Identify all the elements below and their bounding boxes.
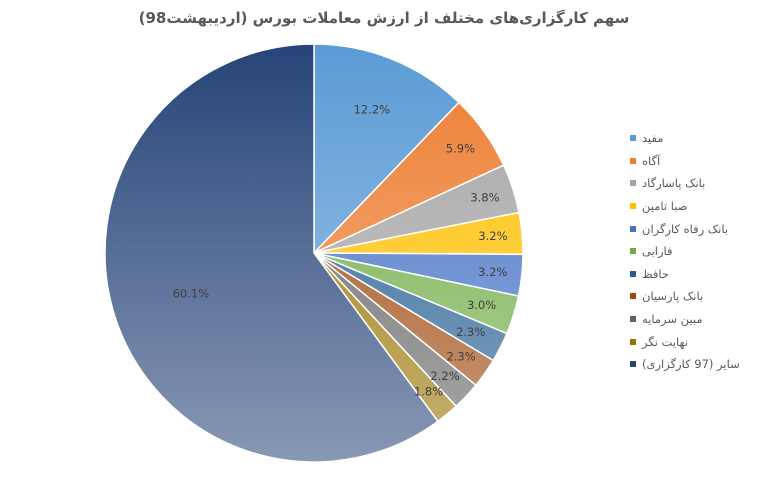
chart-title: سهم کارگزاری‌های مختلف از ارزش معاملات ب… [138,9,630,27]
legend-swatch [630,225,636,232]
legend-label: آگاه [642,153,661,168]
legend-item-8: بانک پارسیان [630,285,764,308]
legend-label: حافظ [642,266,670,281]
pie-slice-1 [313,43,461,255]
slice-data-label-4: 3.2% [478,229,507,243]
legend-item-5: بانک رفاه کارگران [630,217,764,240]
legend-swatch [630,293,636,300]
legend-swatch [630,135,636,142]
legend-swatch [630,248,636,255]
legend-label: نهایت نگر [642,334,689,349]
legend-item-2: آگاه [630,150,764,173]
slice-data-label-3: 3.8% [470,190,499,204]
legend-item-9: مبین سرمایه [630,308,764,331]
legend-label: بانک رفاه کارگران [642,221,729,236]
legend-item-7: حافظ [630,263,764,286]
slice-data-label-11: 60.1% [173,286,210,300]
slice-data-label-6: 3.0% [467,298,496,312]
legend: مفید آگاه بانک پاسارگاد صبا تامین بانک رفاه … [630,127,764,376]
legend-label: صبا تامین [642,199,688,214]
slice-data-label-7: 2.3% [456,325,485,339]
legend-label: مفید [642,131,664,146]
slice-data-label-2: 5.9% [446,142,475,156]
legend-label: بانک پارسیان [642,289,704,304]
legend-label: سایر (97 کارگزاری) [642,357,740,372]
legend-swatch [630,361,636,368]
legend-swatch [630,180,636,187]
slice-data-label-5: 3.2% [478,265,507,279]
slice-data-label-9: 2.2% [430,369,459,383]
legend-swatch [630,338,636,345]
slice-data-label-8: 2.3% [446,349,475,363]
legend-item-4: صبا تامین [630,195,764,218]
legend-label: فارابی [642,244,673,259]
legend-swatch [630,203,636,210]
legend-swatch [630,157,636,164]
legend-item-6: فارابی [630,240,764,263]
legend-item-3: بانک پاسارگاد [630,172,764,195]
legend-item-1: مفید [630,127,764,150]
legend-swatch [630,270,636,277]
slice-data-label-1: 12.2% [354,103,391,117]
pie-slice-11 [104,43,439,463]
legend-label: مبین سرمایه [642,312,703,327]
slice-data-label-10: 1.8% [414,384,443,398]
legend-label: بانک پاسارگاد [642,176,706,191]
legend-swatch [630,316,636,323]
legend-item-11: سایر (97 کارگزاری) [630,353,764,376]
legend-item-10: نهایت نگر [630,330,764,353]
